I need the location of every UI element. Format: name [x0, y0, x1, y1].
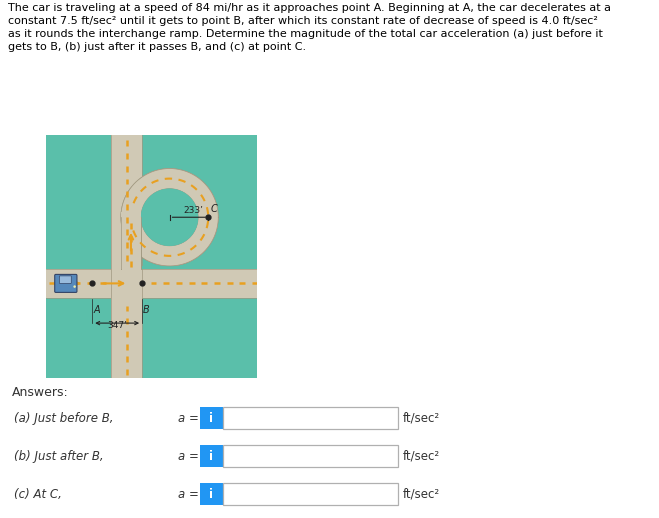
Polygon shape — [121, 168, 218, 266]
FancyBboxPatch shape — [223, 407, 398, 429]
Polygon shape — [141, 189, 198, 246]
Text: i: i — [210, 487, 214, 500]
FancyBboxPatch shape — [200, 483, 223, 505]
Text: The car is traveling at a speed of 84 mi/hr as it approaches point A. Beginning : The car is traveling at a speed of 84 mi… — [8, 3, 611, 52]
Text: C: C — [210, 204, 217, 214]
Text: 347’: 347’ — [107, 321, 127, 330]
Polygon shape — [121, 217, 142, 269]
Circle shape — [73, 285, 76, 288]
Text: a =: a = — [178, 412, 199, 425]
Text: ft/sec²: ft/sec² — [403, 412, 440, 425]
Text: (a) Just before B,: (a) Just before B, — [14, 412, 113, 425]
Polygon shape — [45, 135, 258, 378]
FancyBboxPatch shape — [200, 407, 223, 429]
FancyBboxPatch shape — [59, 276, 71, 283]
Polygon shape — [45, 269, 258, 298]
Text: (c) At C,: (c) At C, — [14, 487, 62, 500]
Text: ft/sec²: ft/sec² — [403, 450, 440, 463]
Text: 233’: 233’ — [183, 207, 203, 215]
Text: (b) Just after B,: (b) Just after B, — [14, 450, 103, 463]
Text: A: A — [94, 305, 100, 315]
Text: B: B — [143, 305, 150, 315]
Text: i: i — [210, 412, 214, 425]
Polygon shape — [121, 266, 218, 269]
Text: a =: a = — [178, 487, 199, 500]
FancyBboxPatch shape — [55, 275, 77, 292]
Polygon shape — [121, 212, 141, 269]
FancyBboxPatch shape — [200, 445, 223, 467]
Polygon shape — [121, 168, 218, 266]
FancyBboxPatch shape — [223, 483, 398, 505]
Polygon shape — [111, 135, 142, 378]
Text: i: i — [210, 450, 214, 463]
Text: ft/sec²: ft/sec² — [403, 487, 440, 500]
Text: a =: a = — [178, 450, 199, 463]
Polygon shape — [141, 189, 198, 246]
Polygon shape — [121, 217, 141, 269]
Text: Answers:: Answers: — [12, 386, 69, 399]
FancyBboxPatch shape — [223, 445, 398, 467]
